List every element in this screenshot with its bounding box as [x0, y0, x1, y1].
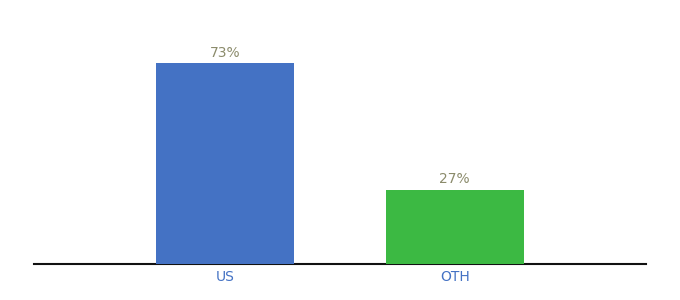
- Text: 73%: 73%: [210, 46, 241, 60]
- Bar: [156, 63, 294, 264]
- Text: 27%: 27%: [439, 172, 470, 186]
- Bar: [386, 190, 524, 264]
